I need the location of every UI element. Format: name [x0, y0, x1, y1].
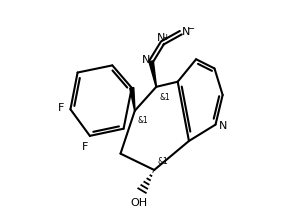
Polygon shape: [130, 88, 135, 111]
Polygon shape: [149, 61, 156, 87]
Text: OH: OH: [131, 198, 148, 208]
Text: F: F: [58, 103, 64, 113]
Text: −: −: [187, 24, 195, 34]
Text: &1: &1: [138, 116, 148, 125]
Text: N: N: [182, 27, 191, 37]
Text: +: +: [162, 33, 170, 42]
Text: N: N: [157, 33, 166, 43]
Text: &1: &1: [160, 93, 171, 102]
Text: N: N: [219, 121, 228, 131]
Text: F: F: [82, 142, 88, 152]
Text: N: N: [142, 55, 150, 65]
Text: &1: &1: [158, 157, 168, 166]
